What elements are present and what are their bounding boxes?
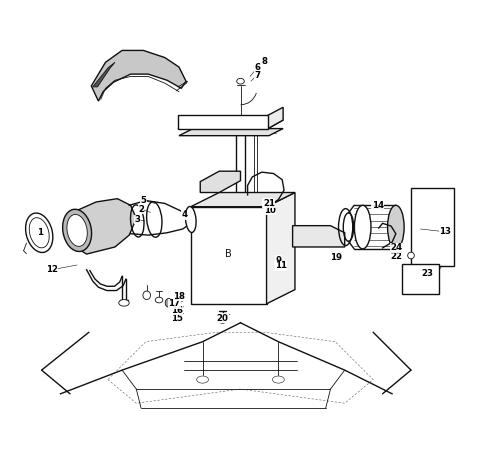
Text: 16: 16 [170,306,182,315]
Ellipse shape [407,252,413,259]
Text: 11: 11 [274,261,286,270]
Text: 5: 5 [140,196,146,205]
Ellipse shape [354,205,370,249]
Text: 14: 14 [371,201,383,210]
Polygon shape [191,207,266,304]
Text: 13: 13 [438,228,450,237]
Text: 21: 21 [263,199,275,208]
Ellipse shape [25,213,53,253]
Ellipse shape [218,317,226,323]
Text: 1: 1 [36,228,43,238]
Text: 4: 4 [181,210,187,219]
Ellipse shape [387,205,403,249]
Ellipse shape [29,218,49,248]
Text: 7: 7 [253,71,260,79]
Polygon shape [191,192,294,207]
Ellipse shape [155,297,163,303]
Ellipse shape [272,376,284,383]
Text: 22: 22 [390,252,402,261]
Text: 17: 17 [168,299,180,308]
Ellipse shape [62,209,91,252]
Text: B: B [225,249,231,259]
Text: 15: 15 [170,314,182,323]
Text: 2: 2 [138,205,144,214]
Polygon shape [91,50,186,101]
Polygon shape [65,199,136,254]
Polygon shape [178,120,283,129]
Text: 8: 8 [261,57,266,66]
Polygon shape [266,192,294,304]
Ellipse shape [185,207,196,232]
Ellipse shape [165,299,171,307]
Text: 12: 12 [46,265,58,274]
Text: 9: 9 [275,256,281,265]
Text: 23: 23 [420,268,432,277]
Polygon shape [178,115,267,129]
Text: 20: 20 [216,314,228,323]
Text: 19: 19 [329,253,341,262]
Polygon shape [200,171,240,192]
Polygon shape [179,129,283,136]
Text: 18: 18 [173,292,184,301]
Polygon shape [267,107,283,129]
Polygon shape [93,62,115,87]
Ellipse shape [67,214,87,247]
Text: 24: 24 [390,243,402,252]
Ellipse shape [196,376,208,383]
Polygon shape [410,188,453,266]
Ellipse shape [236,78,244,84]
Text: 10: 10 [264,206,275,215]
Text: 3: 3 [134,215,140,224]
Polygon shape [401,264,439,294]
Text: 6: 6 [253,64,260,73]
Ellipse shape [119,300,129,306]
Polygon shape [292,226,344,247]
Ellipse shape [143,291,150,300]
